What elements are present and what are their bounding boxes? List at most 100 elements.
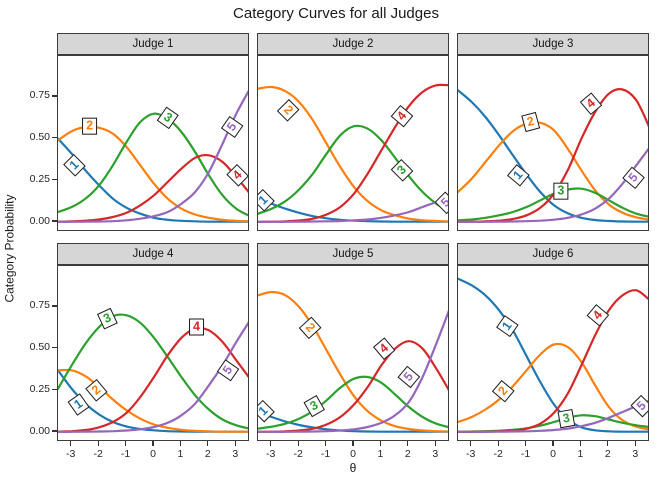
curve-category-2 — [58, 125, 248, 223]
y-tick-label: 0.75 — [29, 299, 50, 312]
curve-category-4 — [458, 88, 648, 223]
curves-canvas — [458, 277, 648, 433]
facet-strip-label: Judge 1 — [132, 38, 174, 50]
facet-strip-2: Judge 2 — [257, 33, 449, 55]
x-tick-label: -1 — [320, 448, 331, 460]
facet-strip-1: Judge 1 — [57, 33, 249, 55]
facet-strip-6: Judge 6 — [457, 243, 649, 265]
y-tick-label: 0.25 — [29, 172, 50, 185]
x-tick-mark — [97, 441, 99, 446]
x-tick-mark — [70, 441, 72, 446]
curves-canvas — [458, 88, 648, 223]
x-tick-label: -2 — [493, 448, 503, 460]
curve-category-5 — [58, 90, 248, 223]
curve-category-3 — [58, 112, 248, 217]
x-tick-label: -2 — [293, 448, 303, 460]
x-tick-mark — [497, 441, 499, 446]
x-tick-label: -3 — [66, 448, 76, 460]
x-tick-mark — [234, 441, 236, 446]
y-tick-label: 0.50 — [29, 341, 50, 354]
x-tick-mark — [152, 441, 154, 446]
curve-category-5 — [458, 147, 648, 223]
curve-label-2: 2 — [82, 117, 98, 135]
curves-canvas — [58, 313, 248, 433]
curve-category-3 — [258, 124, 448, 215]
y-tick-mark — [52, 178, 57, 180]
facet-strip-4: Judge 4 — [57, 243, 249, 265]
y-tick-mark — [52, 430, 57, 432]
x-tick-label: 3 — [632, 448, 639, 460]
x-tick-mark — [379, 441, 382, 446]
x-tick-label: 2 — [204, 448, 211, 460]
x-tick-mark — [207, 441, 209, 446]
x-tick-label: 0 — [350, 448, 356, 460]
facet-strip-label: Judge 5 — [332, 248, 374, 260]
y-tick-label: 0.50 — [29, 131, 50, 144]
x-axis-title: θ — [349, 461, 357, 475]
y-tick-mark — [52, 137, 57, 139]
x-tick-label: -3 — [466, 448, 476, 460]
curve-category-5 — [258, 309, 448, 433]
x-tick-label: 0 — [150, 448, 156, 460]
curves-canvas — [58, 90, 248, 223]
y-tick-mark — [52, 95, 57, 97]
x-tick-label: 0 — [550, 448, 556, 460]
curves-canvas — [258, 83, 448, 223]
curve-label-3: 3 — [557, 408, 576, 429]
x-tick-label: 2 — [404, 448, 411, 460]
curve-category-2 — [458, 121, 648, 221]
curve-category-1 — [58, 137, 248, 223]
x-tick-mark — [607, 441, 609, 446]
facet-strip-label: Judge 6 — [532, 248, 574, 260]
curve-category-4 — [258, 340, 448, 433]
curve-category-3 — [58, 313, 248, 430]
x-tick-label: 1 — [177, 448, 184, 460]
y-tick-mark — [52, 305, 57, 307]
facet-strip-3: Judge 3 — [457, 33, 649, 55]
curve-label-3: 3 — [553, 182, 569, 200]
facet-strip-label: Judge 4 — [132, 248, 174, 260]
curve-category-4 — [58, 326, 248, 433]
curve-category-1 — [458, 89, 648, 223]
curve-category-4 — [58, 153, 248, 223]
facet-strip-5: Judge 5 — [257, 243, 449, 265]
curves-canvas — [258, 290, 448, 433]
x-tick-label: 2 — [604, 448, 611, 460]
curve-category-2 — [458, 342, 648, 431]
curve-category-2 — [258, 85, 448, 223]
figure-title: Category Curves for all Judges — [233, 5, 439, 22]
x-tick-label: 1 — [377, 448, 384, 460]
x-tick-label: -3 — [266, 448, 276, 460]
curve-label-4: 4 — [189, 318, 204, 336]
x-tick-mark — [552, 441, 554, 446]
curve-category-1 — [458, 277, 648, 433]
x-tick-mark — [407, 441, 409, 446]
x-tick-label: 3 — [432, 448, 439, 460]
x-tick-mark — [470, 441, 472, 446]
y-tick-label: 0.00 — [29, 214, 50, 227]
curve-category-5 — [258, 195, 448, 223]
curve-category-2 — [258, 290, 448, 433]
x-tick-label: -2 — [93, 448, 103, 460]
x-tick-mark — [270, 441, 272, 446]
x-tick-label: -1 — [120, 448, 131, 460]
curve-category-2 — [58, 368, 248, 433]
y-tick-label: 0.25 — [29, 382, 50, 395]
curve-category-3 — [258, 375, 448, 430]
x-tick-mark — [124, 441, 127, 446]
x-tick-label: -1 — [520, 448, 531, 460]
y-tick-mark — [52, 388, 57, 390]
y-tick-label: 0.75 — [29, 89, 50, 102]
x-tick-mark — [434, 441, 436, 446]
x-tick-mark — [352, 441, 354, 446]
x-tick-mark — [524, 441, 527, 446]
x-tick-mark — [634, 441, 636, 446]
curve-category-4 — [458, 289, 648, 433]
